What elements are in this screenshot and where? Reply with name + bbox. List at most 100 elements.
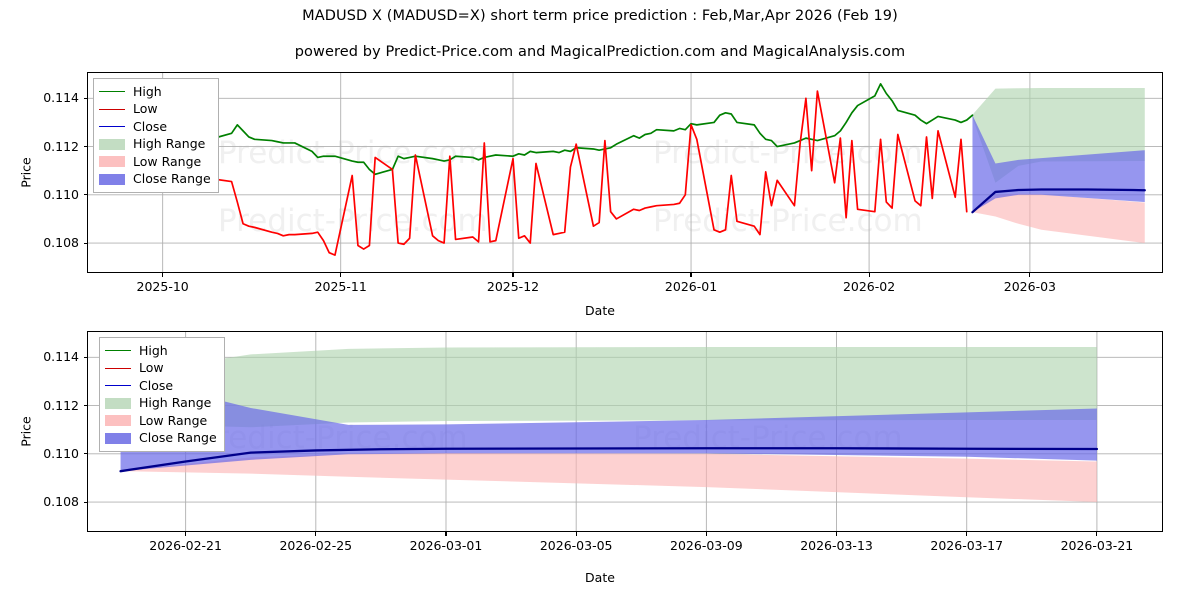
detail-legend-line-swatch [105, 367, 131, 369]
detail-y-tickmark [83, 405, 87, 407]
detail-x-axis-label: Date [585, 570, 615, 585]
overview-series-low [110, 90, 968, 256]
overview-y-tick-label: 0.112 [43, 138, 79, 154]
overview-watermark: Predict-Price.com [218, 135, 488, 171]
overview-legend-item-low-range: Low Range [99, 153, 211, 171]
overview-legend-patch-swatch [99, 173, 125, 185]
overview-x-tick-label: 2025-11 [314, 279, 367, 294]
overview-series-high [110, 83, 974, 176]
overview-legend-item-close-range: Close Range [99, 171, 211, 189]
overview-watermark: Predict-Price.com [218, 203, 488, 239]
detail-x-tick-label: 2026-03-17 [930, 538, 1004, 553]
overview-legend-patch-swatch [99, 138, 125, 150]
detail-legend-line-swatch [105, 385, 131, 387]
overview-y-tickmark [83, 242, 87, 244]
detail-legend-label: Low [139, 360, 164, 375]
detail-band-high-range [120, 346, 1097, 428]
detail-legend-item-close: Close [105, 377, 217, 395]
overview-legend-item-high: High [99, 83, 211, 101]
overview-legend-patch-swatch [99, 156, 125, 168]
detail-x-tickmark [575, 532, 577, 536]
overview-band-close-range [972, 115, 1145, 213]
detail-x-tick-label: 2026-03-13 [800, 538, 873, 553]
overview-series-close [971, 188, 1146, 214]
detail-x-tick-label: 2026-03-21 [1060, 538, 1134, 553]
detail-x-tick-label: 2026-03-09 [670, 538, 743, 553]
overview-y-tick-label: 0.114 [43, 90, 79, 106]
overview-x-tickmark [690, 273, 692, 277]
overview-legend-label: Low [133, 101, 158, 116]
detail-legend-label: High [139, 342, 168, 358]
detail-x-tickmark [835, 532, 838, 536]
detail-y-tick-label: 0.112 [43, 397, 79, 413]
overview-legend-line-swatch [99, 108, 125, 110]
detail-y-tickmark [83, 501, 87, 503]
overview-x-tickmark [340, 273, 342, 277]
chart-title: MADUSD X (MADUSD=X) short term price pre… [302, 8, 898, 24]
detail-x-tickmark [705, 532, 707, 536]
detail-x-tickmark [315, 532, 317, 536]
overview-x-tick-label: 2025-10 [136, 279, 189, 294]
detail-x-tickmark [966, 532, 968, 536]
overview-legend-line-swatch [99, 126, 125, 128]
detail-plot-area [87, 331, 1163, 532]
overview-legend-item-close: Close [99, 118, 211, 136]
detail-legend-patch-swatch [105, 397, 131, 409]
overview-legend-label: High [133, 83, 162, 99]
overview-x-tickmark [868, 273, 870, 277]
detail-series-close [119, 447, 1099, 473]
detail-y-tickmark [83, 453, 87, 455]
detail-x-tick-label: 2026-02-25 [279, 538, 353, 553]
overview-legend-label: High Range [133, 136, 206, 151]
detail-y-tick-label: 0.114 [43, 349, 79, 365]
overview-y-tick-label: 0.108 [43, 235, 79, 251]
overview-plot-clip: Predict-Price.com Predict-Price.com Predic… [88, 73, 1162, 272]
detail-x-tickmark [445, 532, 447, 536]
detail-legend-patch-swatch [105, 415, 131, 427]
detail-plot-svg [88, 332, 1162, 531]
overview-plot-svg [88, 73, 1162, 272]
overview-x-tick-label: 2025-12 [486, 279, 540, 294]
overview-legend-label: Close [133, 118, 168, 134]
overview-y-tickmark [83, 97, 87, 99]
overview-y-tickmark [83, 194, 87, 196]
overview-x-tick-label: 2026-02 [842, 279, 896, 294]
overview-x-tickmark [1029, 273, 1031, 277]
overview-legend-item-low: Low [99, 101, 211, 119]
overview-x-tick-label: 2026-03 [1003, 279, 1056, 294]
overview-legend-line-swatch [99, 91, 125, 93]
detail-x-tickmark [1096, 532, 1098, 536]
overview-x-tick-label: 2026-01 [664, 279, 718, 294]
overview-watermark: Predict-Price.com [653, 203, 923, 239]
detail-x-tick-label: 2026-03-01 [409, 538, 483, 553]
detail-legend-label: High Range [139, 395, 212, 410]
overview-legend: High Low Close High Range Low Range Close Ran… [93, 78, 219, 193]
detail-legend-item-low: Low [105, 360, 217, 378]
detail-y-tick-label: 0.110 [43, 445, 79, 461]
detail-x-tick-label: 2026-03-05 [539, 538, 613, 553]
overview-plot-area [87, 72, 1163, 273]
detail-legend-item-high-range: High Range [105, 395, 217, 413]
overview-y-tickmark [83, 146, 87, 148]
detail-x-tick-label: 2026-02-21 [149, 538, 222, 553]
detail-legend-patch-swatch [105, 432, 131, 444]
overview-legend-item-high-range: High Range [99, 136, 211, 154]
detail-y-tick-label: 0.108 [43, 494, 79, 510]
overview-y-tick-label: 0.110 [43, 186, 79, 202]
detail-legend-label: Close [139, 377, 174, 393]
detail-x-tickmark [185, 532, 187, 536]
chart-subtitle: powered by Predict-Price.com and Magical… [294, 44, 906, 60]
overview-x-tickmark [512, 273, 514, 277]
detail-y-tickmark [83, 356, 87, 358]
detail-legend: High Low Close High Range Low Range Close Ran… [99, 337, 225, 452]
detail-legend-label: Close Range [139, 430, 217, 445]
overview-legend-label: Close Range [133, 171, 211, 186]
overview-x-axis-label: Date [585, 303, 615, 318]
detail-band-low-range [120, 452, 1097, 503]
overview-band-low-range [972, 193, 1145, 244]
detail-legend-item-low-range: Low Range [105, 412, 217, 430]
overview-x-tickmark [162, 273, 164, 277]
detail-legend-label: Low Range [139, 412, 208, 428]
